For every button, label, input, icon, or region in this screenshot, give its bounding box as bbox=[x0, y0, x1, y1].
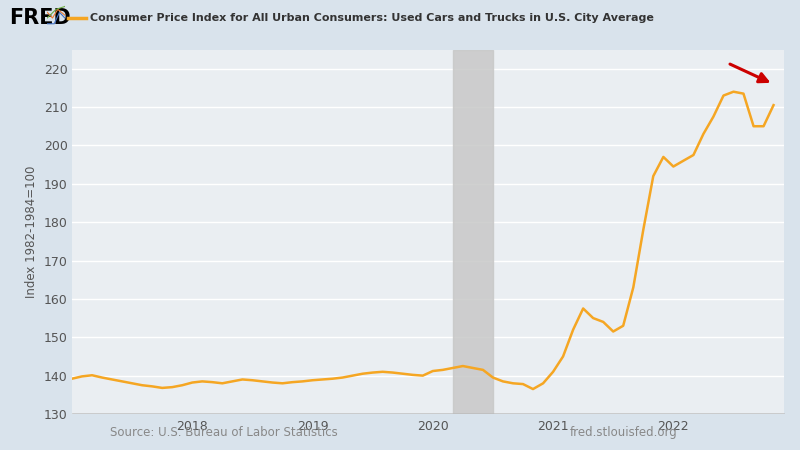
Bar bbox=[453, 50, 493, 414]
Text: Consumer Price Index for All Urban Consumers: Used Cars and Trucks in U.S. City : Consumer Price Index for All Urban Consu… bbox=[90, 13, 654, 23]
Text: fred.stlouisfed.org: fred.stlouisfed.org bbox=[570, 426, 678, 439]
Text: FRED: FRED bbox=[10, 8, 71, 28]
Text: Source: U.S. Bureau of Labor Statistics: Source: U.S. Bureau of Labor Statistics bbox=[110, 426, 338, 439]
Y-axis label: Index 1982-1984=100: Index 1982-1984=100 bbox=[26, 166, 38, 298]
